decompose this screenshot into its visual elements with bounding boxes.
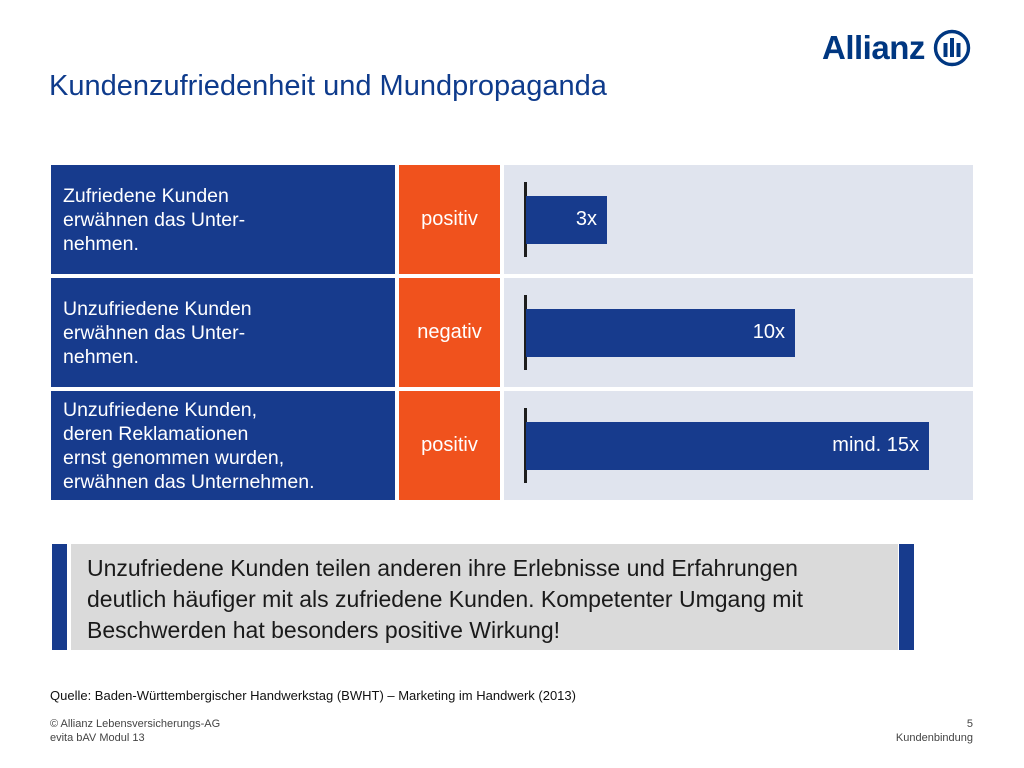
allianz-logo: Allianz xyxy=(822,28,971,68)
source-citation: Quelle: Baden-Württembergischer Handwerk… xyxy=(50,688,576,703)
key-message-box: Unzufriedene Kunden teilen anderen ihre … xyxy=(71,544,898,650)
footer-copyright: © Allianz Lebensversicherungs-AG xyxy=(50,718,221,730)
allianz-eagle-icon xyxy=(933,29,971,67)
chart-bar: 10x xyxy=(526,308,795,357)
footer-right: 5 Kundenbindung xyxy=(896,717,973,745)
note-bracket-right xyxy=(899,544,914,650)
footer-page-number: 5 xyxy=(966,718,973,730)
note-bracket-left xyxy=(52,544,67,650)
logo-wordmark: Allianz xyxy=(822,29,925,66)
footer-left: © Allianz Lebensversicherungs-AG evita b… xyxy=(50,717,220,745)
chart-bar: 3x xyxy=(526,195,607,244)
row-description: Unzufriedene Kunden, deren Reklamationen… xyxy=(51,391,395,500)
page-title: Kundenzufriedenheit und Mundpropaganda xyxy=(49,70,607,102)
row-sentiment-label: positiv xyxy=(399,391,500,500)
row-description: Unzufriedene Kunden erwähnen das Unter- … xyxy=(51,278,395,387)
bar-axis-line xyxy=(524,295,527,370)
bar-axis-line xyxy=(524,182,527,257)
row-description: Zufriedene Kunden erwähnen das Unter- ne… xyxy=(51,165,395,274)
chart-bar: mind. 15x xyxy=(526,421,929,470)
bar-axis-line xyxy=(524,408,527,483)
footer-section: Kundenbindung xyxy=(895,732,973,744)
row-sentiment-label: negativ xyxy=(399,278,500,387)
footer-module: evita bAV Modul 13 xyxy=(50,732,145,744)
row-sentiment-label: positiv xyxy=(399,165,500,274)
